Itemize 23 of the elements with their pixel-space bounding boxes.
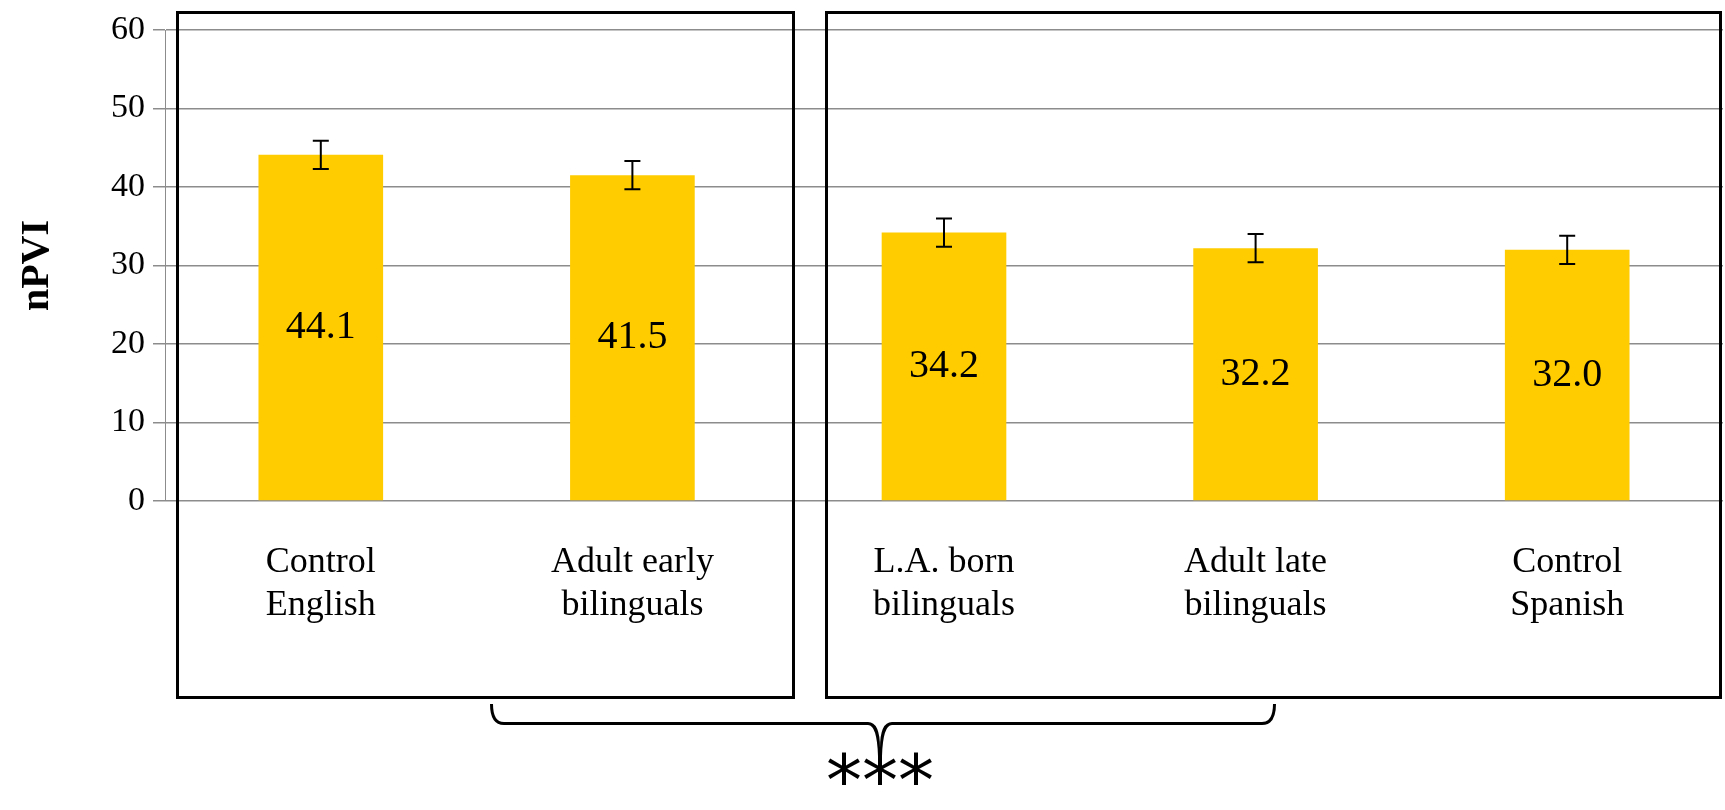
bar bbox=[1504, 249, 1630, 501]
data-label: 32.2 bbox=[1220, 348, 1291, 394]
data-label: 32.0 bbox=[1532, 349, 1603, 395]
y-tick-label: 50 bbox=[111, 87, 145, 125]
bar bbox=[1193, 248, 1318, 501]
x-tick-label: Adult late bilinguals bbox=[1184, 540, 1328, 624]
x-tick-label: Control English bbox=[265, 540, 376, 624]
x-tick-label: L.A. born bilinguals bbox=[873, 540, 1015, 624]
y-axis-title: nPVI bbox=[12, 219, 58, 312]
data-label: 41.5 bbox=[597, 312, 668, 358]
bar bbox=[881, 232, 1007, 501]
y-tick-label: 20 bbox=[111, 322, 145, 360]
y-tick-label: 10 bbox=[111, 401, 145, 439]
x-tick-label: Control Spanish bbox=[1510, 540, 1625, 624]
bar bbox=[258, 154, 384, 501]
y-tick-label: 40 bbox=[111, 165, 145, 203]
x-tick-label: Adult early bilinguals bbox=[550, 540, 714, 624]
y-tick-label: 0 bbox=[128, 479, 145, 517]
y-tick-label: 30 bbox=[111, 244, 145, 282]
data-label: 34.2 bbox=[909, 340, 979, 386]
data-label: 44.1 bbox=[285, 302, 356, 348]
bar bbox=[570, 175, 695, 501]
y-tick-label: 60 bbox=[111, 8, 145, 46]
